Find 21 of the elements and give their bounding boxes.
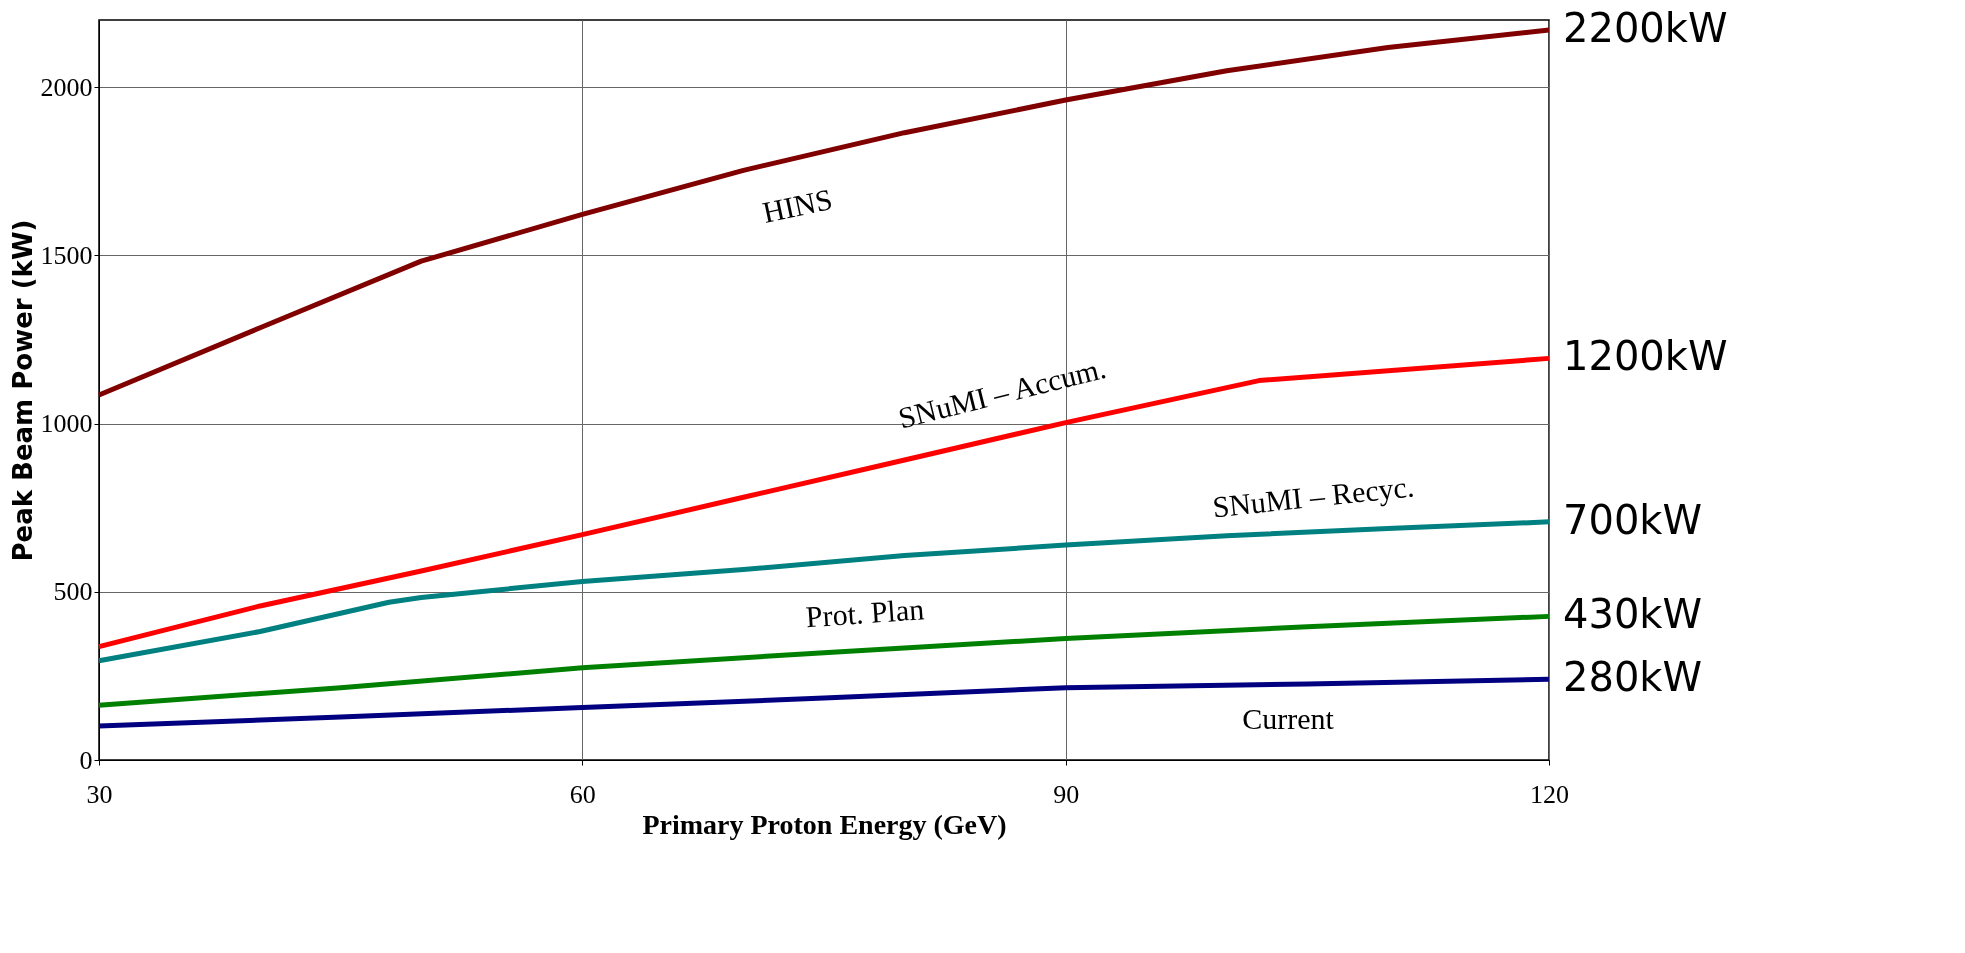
- x-axis-title: Primary Proton Energy (GeV): [642, 808, 1007, 840]
- text: 700kW: [1563, 496, 1703, 543]
- y-tick-label: 1500: [40, 240, 93, 270]
- annotation: SNuMI – Recyc.: [1210, 469, 1416, 524]
- x-tick-label: 30: [86, 779, 113, 809]
- text: 430kW: [1563, 591, 1703, 638]
- y-tick-label: 0: [79, 745, 93, 775]
- x-tick-label: 120: [1530, 779, 1569, 809]
- y-tick-label: 500: [53, 577, 93, 607]
- text: 280kW: [1563, 654, 1703, 701]
- x-tick-label: 90: [1053, 779, 1080, 809]
- annotation: HINS: [759, 182, 836, 229]
- x-tick-label: 60: [569, 779, 596, 809]
- y-tick-label: 2000: [40, 72, 93, 102]
- text: 2200kW: [1563, 5, 1728, 52]
- y-axis-title: Peak Beam Power (kW): [7, 219, 38, 562]
- annotation: Current: [1242, 702, 1335, 736]
- y-tick-label: 1000: [40, 409, 93, 439]
- annotation: Prot. Plan: [804, 592, 926, 634]
- text: 1200kW: [1563, 333, 1728, 380]
- annotation: SNuMI – Accum.: [894, 351, 1110, 435]
